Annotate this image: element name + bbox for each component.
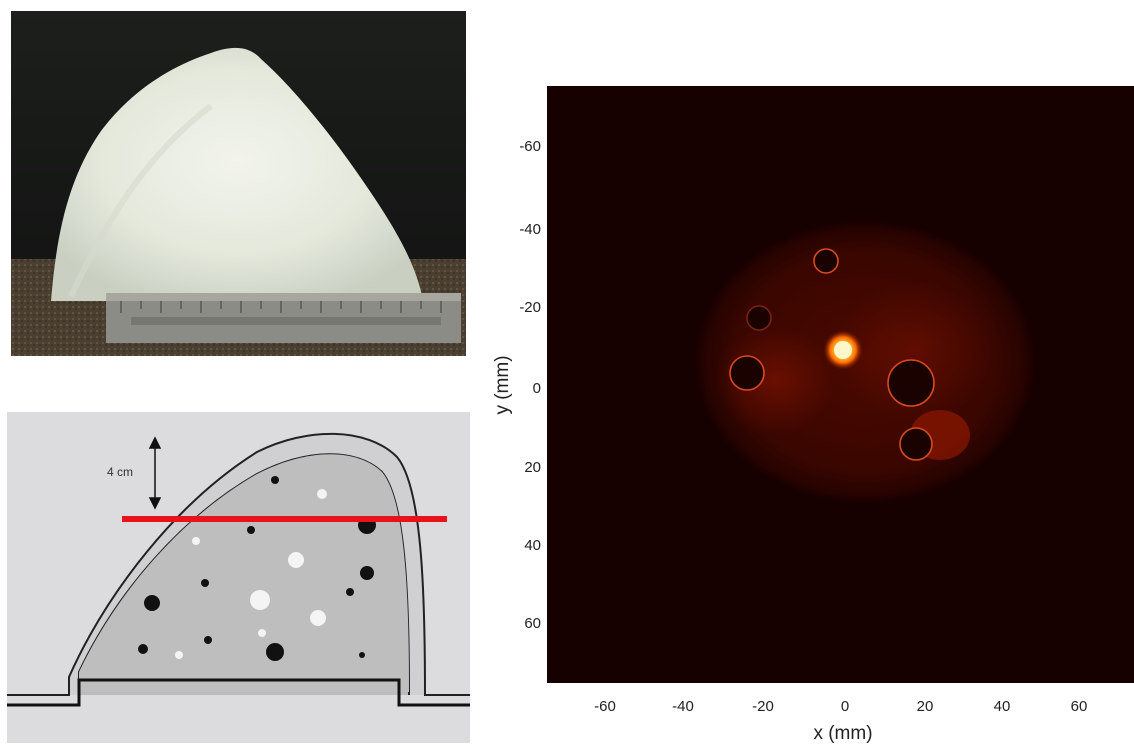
- y-tick-label: 60: [524, 615, 541, 632]
- x-tick-label: 60: [1071, 698, 1088, 715]
- x-axis-label: x (mm): [813, 723, 872, 743]
- dimension-arrow: [148, 436, 162, 510]
- x-tick-label: 20: [917, 698, 934, 715]
- cold-lesions: [729, 248, 935, 461]
- x-tick-label: -20: [752, 698, 774, 715]
- x-tick-label: 40: [994, 698, 1011, 715]
- y-tick-labels: -60 -40 -20 0 20 40 60: [519, 138, 541, 632]
- x-tick-label: -60: [594, 698, 616, 715]
- y-tick-label: 0: [533, 380, 541, 397]
- white-spheres: [175, 489, 327, 659]
- y-tick-label: 40: [524, 537, 541, 554]
- x-tick-label: 0: [841, 698, 849, 715]
- y-tick-label: -20: [519, 299, 541, 316]
- phantom-shape: [51, 47, 423, 302]
- y-tick-label: -40: [519, 221, 541, 238]
- y-tick-label: -60: [519, 138, 541, 155]
- x-tick-labels: -60 -40 -20 0 20 40 60: [594, 698, 1087, 715]
- phantom-cross-section-diagram: 4 cm: [7, 412, 470, 743]
- y-tick-label: 20: [524, 459, 541, 476]
- phantom-photo: [11, 11, 466, 356]
- y-axis-label: y (mm): [492, 355, 513, 414]
- inner-volume: [79, 454, 409, 692]
- base: [7, 678, 470, 707]
- dimension-label: 4 cm: [107, 465, 133, 479]
- reconstructed-image-panel: -60 -40 -20 0 20 40 60 -60 -40 -20 0 20 …: [475, 80, 1134, 744]
- x-tick-label: -40: [672, 698, 694, 715]
